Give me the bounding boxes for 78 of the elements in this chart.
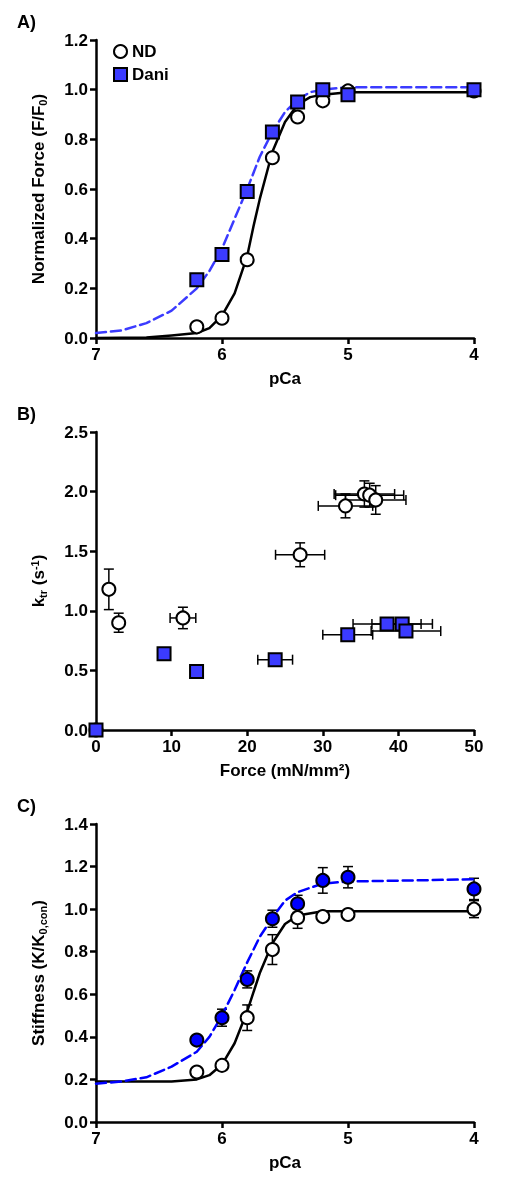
x-tick-label: 7 bbox=[91, 345, 101, 364]
x-axis-title: Force (mN/mm²) bbox=[219, 761, 351, 780]
y-tick-label: 0.8 bbox=[64, 942, 88, 962]
point bbox=[368, 492, 384, 508]
chart-title: B) bbox=[17, 404, 36, 424]
x-tick-label: 30 bbox=[313, 737, 333, 756]
x-tick-label: 4 bbox=[469, 345, 480, 364]
point bbox=[214, 247, 230, 263]
point bbox=[340, 627, 356, 643]
x-tick-label: 10 bbox=[162, 737, 182, 756]
point bbox=[340, 906, 356, 922]
legend-label: Dani bbox=[132, 65, 169, 84]
y-tick-label: 0.0 bbox=[64, 1112, 88, 1132]
y-tick-label: 0.8 bbox=[64, 129, 88, 149]
y-tick-label: 0.0 bbox=[64, 328, 88, 348]
y-tick-label: 1.0 bbox=[64, 80, 88, 100]
x-axis-title: pCa bbox=[268, 1153, 302, 1172]
point bbox=[189, 319, 205, 335]
x-tick-label: 40 bbox=[388, 737, 408, 756]
y-tick-label: 1.5 bbox=[64, 541, 88, 561]
y-tick-label: 0.5 bbox=[64, 660, 88, 680]
point bbox=[292, 547, 308, 563]
x-tick-label: 50 bbox=[464, 737, 484, 756]
y-tick-label: 0.4 bbox=[64, 1027, 89, 1047]
chart-title: C) bbox=[17, 796, 36, 816]
point bbox=[264, 124, 280, 140]
point bbox=[466, 881, 482, 897]
y-tick-label: 2.5 bbox=[64, 422, 88, 442]
point bbox=[315, 909, 331, 925]
point bbox=[214, 310, 230, 326]
y-tick-label: 1.0 bbox=[64, 601, 88, 621]
point bbox=[189, 1032, 205, 1048]
y-tick-label: 0.2 bbox=[64, 278, 88, 298]
x-axis-title: pCa bbox=[268, 369, 302, 388]
x-tick-label: 7 bbox=[91, 1129, 101, 1148]
point bbox=[290, 109, 306, 125]
y-tick-label: 0.0 bbox=[64, 720, 88, 740]
x-tick-label: 4 bbox=[469, 1129, 480, 1148]
point bbox=[315, 872, 331, 888]
point bbox=[290, 910, 306, 926]
point bbox=[189, 664, 205, 680]
y-tick-label: 0.4 bbox=[64, 229, 89, 249]
point bbox=[337, 498, 353, 514]
point bbox=[264, 150, 280, 166]
y-tick-label: 0.6 bbox=[64, 984, 88, 1004]
point bbox=[315, 82, 331, 98]
legend-label: ND bbox=[132, 42, 157, 61]
x-tick-label: 0 bbox=[91, 737, 101, 756]
point bbox=[239, 183, 255, 199]
point bbox=[379, 616, 395, 632]
point bbox=[290, 94, 306, 110]
y-tick-label: 0.6 bbox=[64, 179, 88, 199]
point bbox=[239, 1010, 255, 1026]
point bbox=[156, 646, 172, 662]
point bbox=[340, 87, 356, 103]
x-tick-label: 20 bbox=[237, 737, 257, 756]
point bbox=[239, 252, 255, 268]
point bbox=[175, 610, 191, 626]
point bbox=[189, 272, 205, 288]
point bbox=[340, 869, 356, 885]
point bbox=[101, 581, 117, 597]
y-tick-label: 1.2 bbox=[64, 857, 88, 877]
point bbox=[214, 1057, 230, 1073]
y-tick-label: 0.2 bbox=[64, 1069, 88, 1089]
point bbox=[264, 942, 280, 958]
y-tick-label: 1.4 bbox=[64, 814, 89, 834]
point bbox=[189, 1064, 205, 1080]
x-tick-label: 5 bbox=[343, 345, 353, 364]
y-tick-label: 1.0 bbox=[64, 899, 88, 919]
y-tick-label: 2.0 bbox=[64, 482, 88, 502]
point bbox=[267, 652, 283, 668]
y-axis-title: Stiffness (K/K0,con) bbox=[29, 900, 49, 1046]
x-tick-label: 6 bbox=[217, 1129, 227, 1148]
x-tick-label: 6 bbox=[217, 345, 227, 364]
chart-title: A) bbox=[17, 12, 36, 32]
point bbox=[398, 623, 414, 639]
x-tick-label: 5 bbox=[343, 1129, 353, 1148]
y-tick-label: 1.2 bbox=[64, 30, 88, 50]
